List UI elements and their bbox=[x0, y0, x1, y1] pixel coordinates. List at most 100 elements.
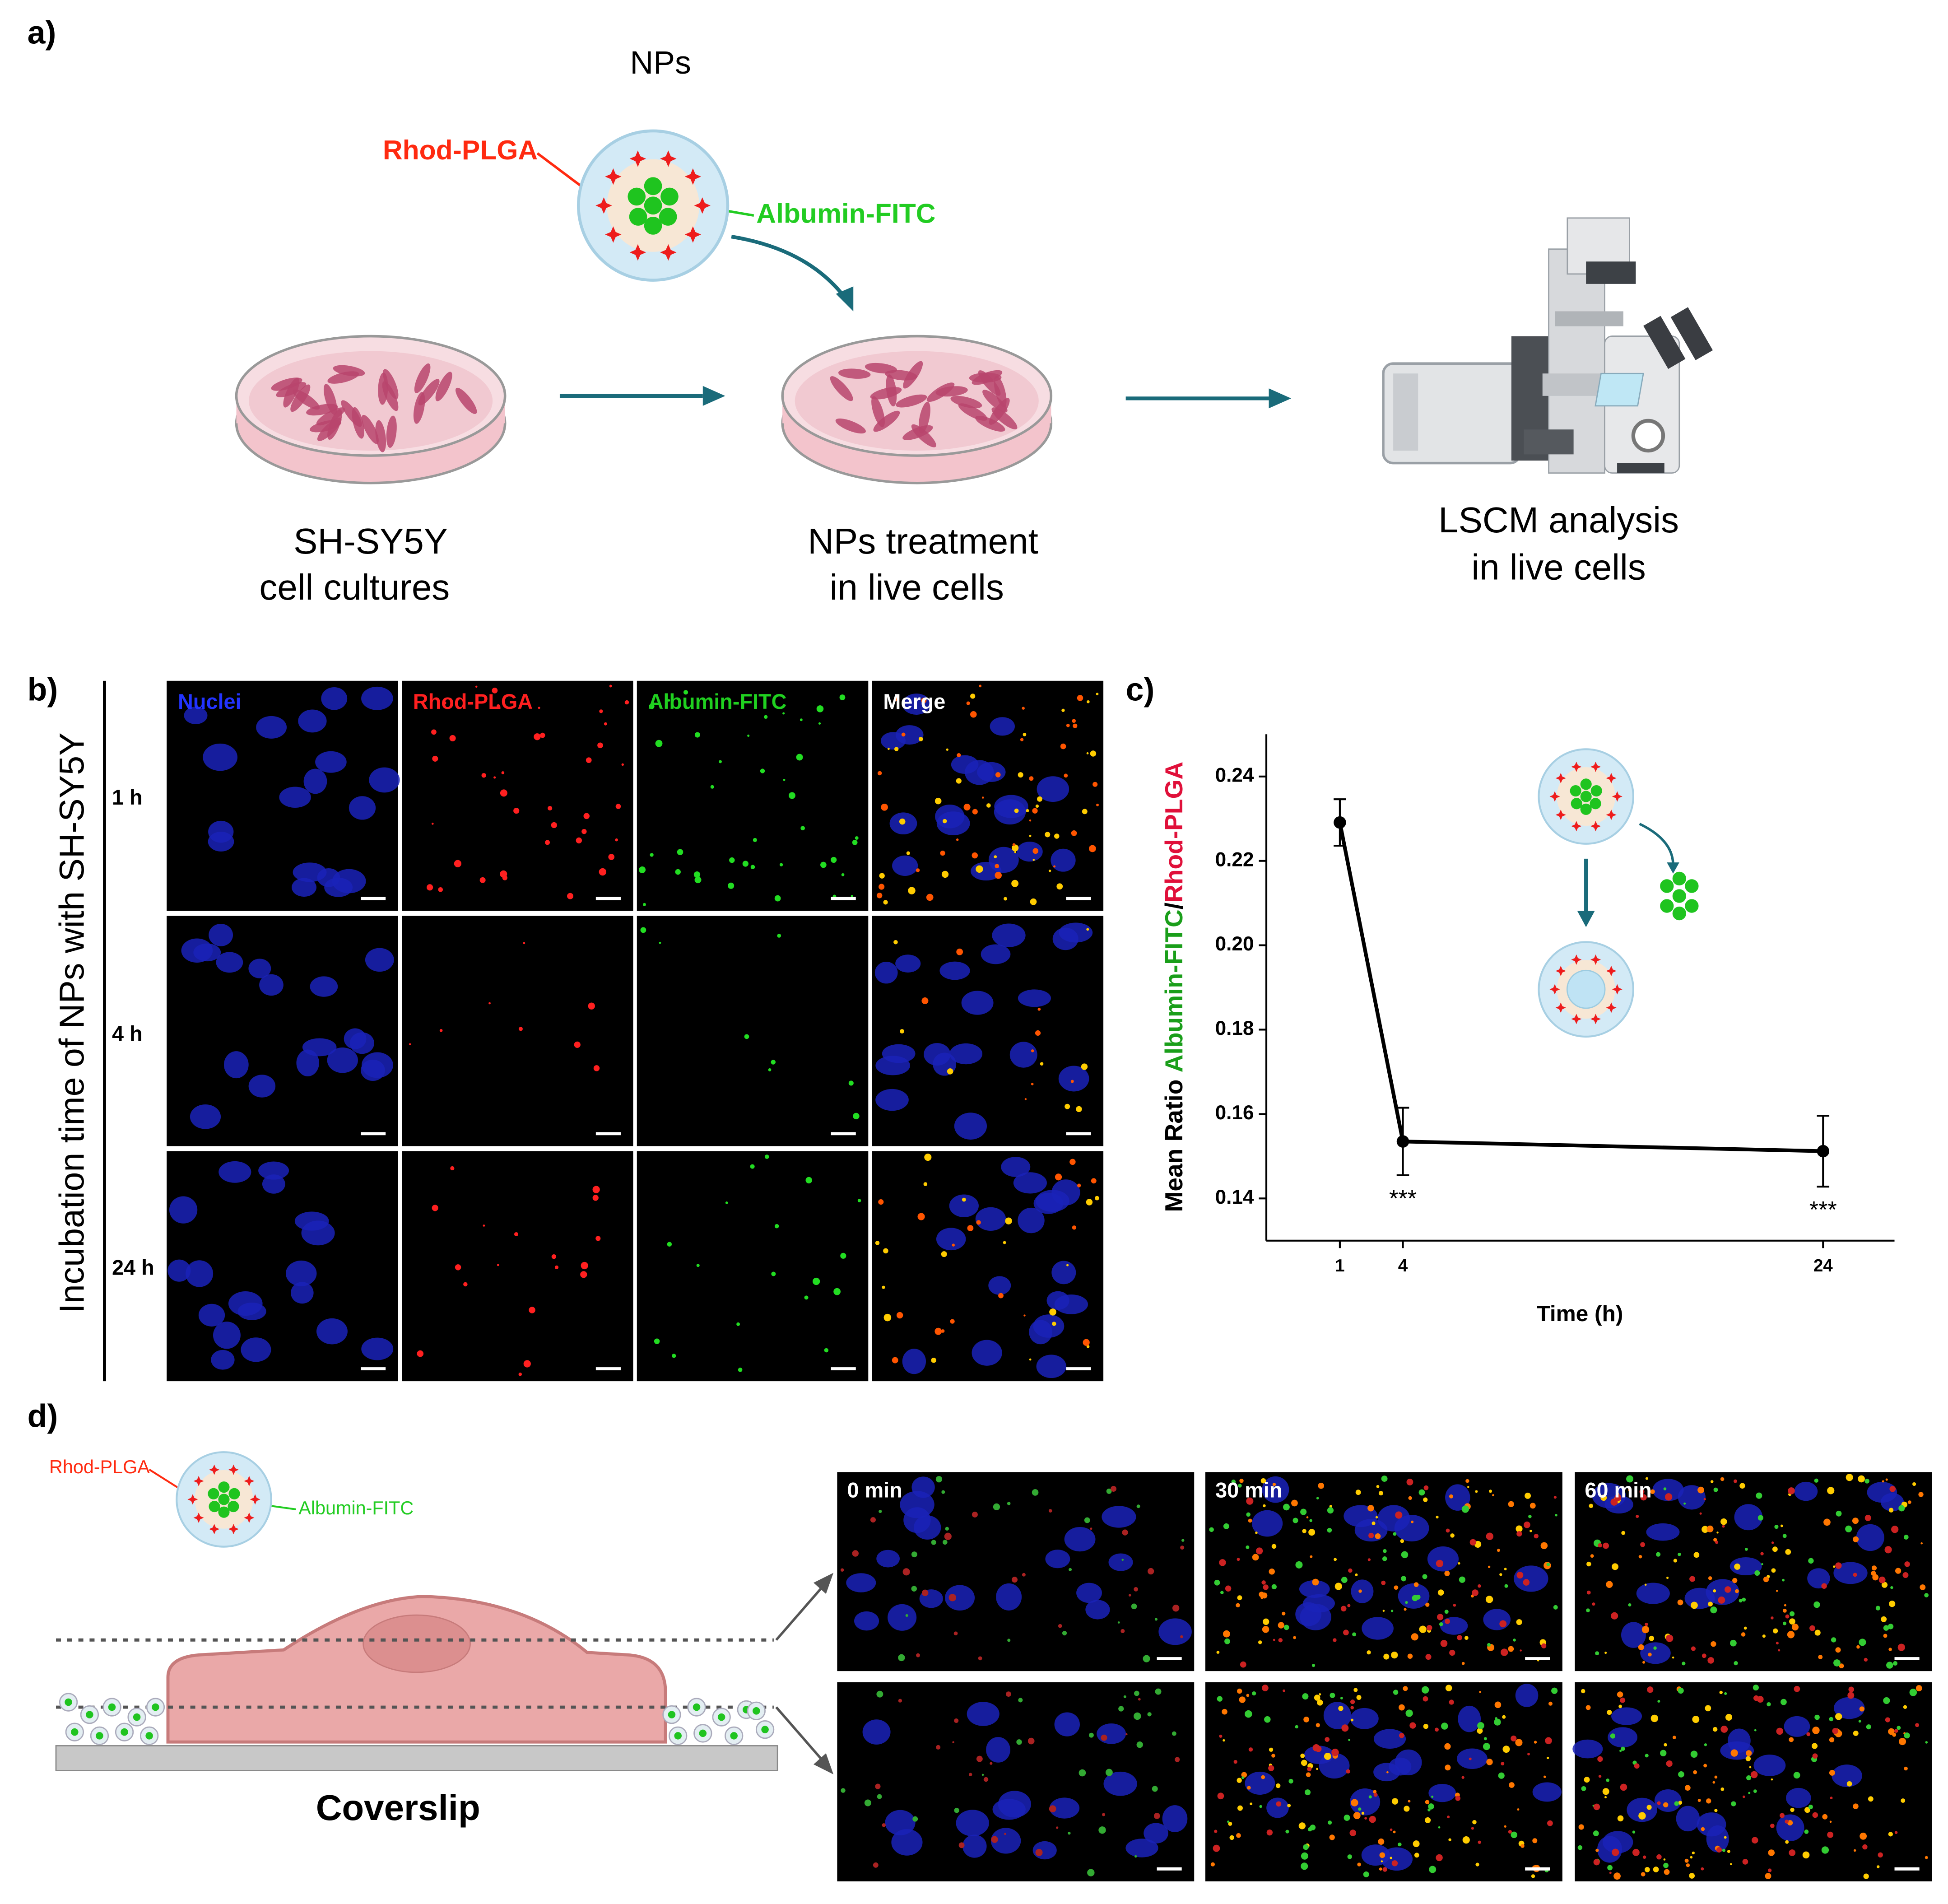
signal bbox=[1720, 1726, 1728, 1733]
signal bbox=[554, 1265, 559, 1269]
signal bbox=[609, 684, 612, 688]
signal bbox=[1261, 1592, 1268, 1599]
signal bbox=[1683, 1502, 1686, 1505]
signal bbox=[1029, 819, 1032, 822]
signal bbox=[1706, 1525, 1714, 1532]
nucleus bbox=[962, 1834, 987, 1858]
y-label-part: / bbox=[1159, 903, 1187, 909]
signal bbox=[1752, 1837, 1758, 1844]
np-star bbox=[629, 150, 646, 167]
signal bbox=[1037, 796, 1042, 802]
signal bbox=[1327, 1527, 1332, 1533]
signal bbox=[1338, 1706, 1344, 1711]
signal bbox=[1351, 1799, 1358, 1806]
signal bbox=[1308, 1529, 1316, 1536]
signal bbox=[1330, 1693, 1335, 1698]
np-star bbox=[1612, 791, 1623, 802]
signal bbox=[1461, 1662, 1465, 1665]
signal bbox=[902, 1568, 910, 1576]
signal bbox=[1096, 693, 1099, 695]
signal bbox=[1646, 1805, 1652, 1810]
signal bbox=[1319, 1693, 1321, 1696]
np-title: NPs bbox=[630, 45, 691, 81]
signal bbox=[970, 694, 976, 699]
signal bbox=[725, 1201, 728, 1204]
signal bbox=[1504, 1568, 1507, 1571]
nucleus bbox=[190, 1104, 221, 1129]
signal bbox=[1333, 1638, 1337, 1642]
signal bbox=[1508, 1501, 1514, 1507]
signal bbox=[483, 1224, 485, 1227]
signal bbox=[1023, 1314, 1026, 1317]
signal bbox=[1012, 843, 1016, 846]
signal bbox=[1858, 1475, 1865, 1483]
signal bbox=[1897, 1643, 1905, 1651]
signal bbox=[1593, 1830, 1599, 1836]
signal bbox=[1271, 1754, 1275, 1758]
small-np-core bbox=[96, 1732, 103, 1740]
signal bbox=[1306, 1772, 1311, 1777]
signal bbox=[738, 1368, 743, 1372]
signal bbox=[1236, 1833, 1241, 1838]
signal bbox=[1703, 1764, 1707, 1768]
signal bbox=[1656, 1854, 1662, 1860]
signal bbox=[1239, 1478, 1244, 1483]
nucleus bbox=[967, 1702, 1000, 1726]
signal bbox=[1835, 1562, 1842, 1569]
small-np-core bbox=[699, 1729, 707, 1737]
signal bbox=[1325, 1737, 1330, 1742]
signal bbox=[654, 1338, 660, 1344]
signal bbox=[1835, 1647, 1841, 1653]
signal bbox=[1586, 1590, 1591, 1595]
signal bbox=[1829, 1717, 1833, 1722]
signal bbox=[615, 838, 618, 842]
signal bbox=[1312, 1578, 1319, 1586]
signal bbox=[1399, 1704, 1405, 1711]
cell-shape bbox=[902, 425, 933, 440]
signal bbox=[1720, 1787, 1725, 1791]
nucleus bbox=[1045, 1550, 1070, 1569]
signal bbox=[981, 796, 984, 799]
np-empty-core bbox=[1566, 969, 1606, 1009]
nucleus bbox=[1734, 1504, 1763, 1531]
signal bbox=[1829, 1820, 1832, 1823]
signal bbox=[1856, 1645, 1860, 1649]
signal bbox=[783, 778, 786, 781]
signal bbox=[1785, 1840, 1789, 1844]
signal bbox=[1425, 1817, 1431, 1823]
signal bbox=[1488, 1565, 1491, 1569]
petri-dish bbox=[781, 335, 1053, 484]
signal bbox=[962, 1197, 966, 1202]
signal bbox=[1789, 1737, 1794, 1742]
signal bbox=[1674, 1801, 1679, 1806]
signal bbox=[1853, 1849, 1856, 1852]
signal bbox=[1746, 1750, 1752, 1756]
signal bbox=[1283, 1625, 1289, 1630]
signal bbox=[1081, 1063, 1088, 1070]
signal bbox=[1298, 1822, 1306, 1830]
signal bbox=[1273, 1639, 1275, 1641]
signal bbox=[1845, 1525, 1852, 1532]
np-cargo bbox=[1571, 798, 1582, 810]
row-label: 1 h bbox=[112, 786, 143, 809]
signal bbox=[901, 732, 906, 737]
signal bbox=[864, 1799, 871, 1806]
signal bbox=[1367, 1650, 1371, 1655]
signal bbox=[1606, 1778, 1609, 1782]
nucleus bbox=[1753, 1755, 1786, 1776]
signal bbox=[1399, 1733, 1404, 1738]
nucleus bbox=[241, 1337, 271, 1362]
signal bbox=[1469, 1757, 1472, 1760]
signal bbox=[1022, 1573, 1026, 1577]
signal bbox=[1031, 1049, 1034, 1052]
signal bbox=[1077, 695, 1083, 701]
signal bbox=[1672, 1736, 1676, 1739]
np-star bbox=[187, 1494, 198, 1505]
signal bbox=[672, 1354, 676, 1358]
nucleus bbox=[1611, 1707, 1642, 1725]
nucleus bbox=[1051, 1261, 1076, 1285]
albumin-label: Albumin-FITC bbox=[298, 1498, 414, 1518]
signal bbox=[986, 803, 991, 808]
signal bbox=[1729, 1863, 1732, 1865]
cell-shape bbox=[435, 372, 452, 401]
